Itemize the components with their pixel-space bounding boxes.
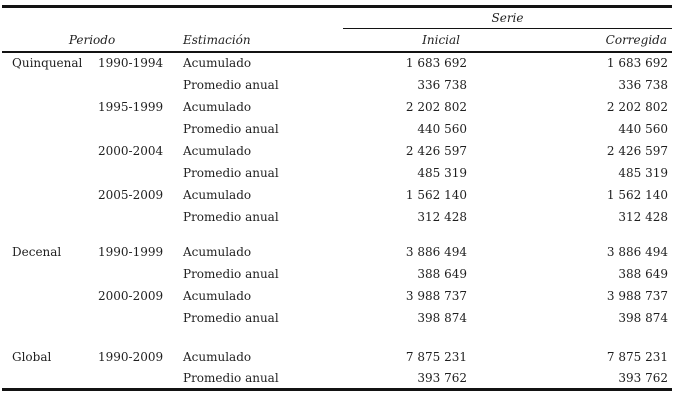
cell-period [98, 368, 182, 390]
cell-estimation: Acumulado [183, 56, 252, 70]
table-row: Promedio anual 388 649 388 649 [2, 263, 672, 285]
cell-group [2, 285, 98, 307]
cell-corregida: 388 649 [618, 266, 668, 281]
cell-estimation: Acumulado [183, 99, 252, 114]
spacer-row [2, 329, 672, 346]
cell-inicial: 312 428 [417, 209, 467, 224]
serie-header-row: Serie [2, 6, 672, 29]
cell-corregida: 440 560 [618, 121, 668, 136]
table-row: Promedio anual 336 738 336 738 [2, 74, 672, 96]
header-serie: Serie [343, 6, 672, 29]
table-row: Promedio anual 440 560 440 560 [2, 118, 672, 140]
cell-inicial: 440 560 [417, 121, 467, 136]
cell-corregida: 1 683 692 [606, 56, 668, 70]
data-table: Serie Periodo Estimación Inicial Corregi… [2, 5, 672, 391]
header-spacer [2, 7, 343, 29]
cell-group: Quinquenal [12, 56, 83, 70]
cell-inicial: 1 683 692 [405, 56, 467, 70]
cell-corregida: 336 738 [618, 77, 668, 92]
cell-period: 2000-2004 [98, 143, 164, 158]
cell-group [2, 162, 98, 184]
cell-group [2, 263, 98, 285]
cell-period: 2005-2009 [98, 187, 164, 202]
cell-period [98, 118, 182, 140]
cell-corregida: 398 874 [618, 310, 668, 325]
cell-group [2, 307, 98, 329]
cell-estimation: Acumulado [183, 288, 252, 303]
spacer-cell [2, 228, 672, 241]
cell-inicial: 485 319 [417, 165, 467, 180]
cell-inicial: 3 886 494 [405, 244, 467, 259]
table-body: Quinquenal 1990-1994 Acumulado 1 683 692 1 6… [2, 52, 672, 390]
column-header-row: Periodo Estimación Inicial Corregida [2, 28, 672, 53]
cell-estimation: Promedio anual [183, 266, 279, 281]
cell-group [2, 96, 98, 118]
table-row: Promedio anual 312 428 312 428 [2, 206, 672, 228]
cell-period: 1990-1999 [98, 244, 164, 259]
cell-corregida: 3 988 737 [606, 288, 668, 303]
cell-corregida: 393 762 [618, 370, 668, 385]
table-row: 1995-1999 Acumulado 2 202 802 2 202 802 [2, 96, 672, 118]
cell-inicial: 388 649 [417, 266, 467, 281]
header-periodo: Periodo [2, 28, 182, 53]
cell-estimation: Promedio anual [183, 77, 279, 92]
cell-inicial: 7 875 231 [405, 349, 467, 364]
cell-estimation: Acumulado [183, 187, 252, 202]
cell-inicial: 1 562 140 [405, 187, 467, 202]
cell-group: Global [12, 349, 52, 364]
cell-inicial: 398 874 [417, 310, 467, 325]
cell-period: 1990-1994 [98, 56, 164, 70]
cell-period [98, 206, 182, 228]
cell-estimation: Promedio anual [183, 370, 279, 385]
cell-inicial: 2 202 802 [405, 99, 467, 114]
table-row: 2000-2009 Acumulado 3 988 737 3 988 737 [2, 285, 672, 307]
table-row: Quinquenal 1990-1994 Acumulado 1 683 692 1 6… [2, 52, 672, 74]
cell-estimation: Acumulado [183, 244, 252, 259]
cell-estimation: Promedio anual [183, 209, 279, 224]
table-row: Promedio anual 398 874 398 874 [2, 307, 672, 329]
cell-group [2, 74, 98, 96]
cell-group [2, 140, 98, 162]
table-header: Serie Periodo Estimación Inicial Corregi… [2, 6, 672, 53]
cell-period [98, 307, 182, 329]
table-row: 2000-2004 Acumulado 2 426 597 2 426 597 [2, 140, 672, 162]
table-row: Promedio anual 393 762 393 762 [2, 368, 672, 390]
cell-corregida: 7 875 231 [606, 349, 668, 364]
cell-estimation: Promedio anual [183, 165, 279, 180]
cell-corregida: 312 428 [618, 209, 668, 224]
cell-group [2, 184, 98, 206]
spacer-cell [2, 329, 672, 346]
cell-corregida: 3 886 494 [606, 244, 668, 259]
table-row: Decenal 1990-1999 Acumulado 3 886 494 3 886 … [2, 241, 672, 263]
cell-corregida: 2 202 802 [606, 99, 668, 114]
header-corregida: Corregida [490, 28, 672, 53]
cell-group [2, 118, 98, 140]
cell-period [98, 263, 182, 285]
cell-period: 2000-2009 [98, 288, 164, 303]
spacer-row [2, 228, 672, 241]
cell-inicial: 2 426 597 [405, 143, 467, 158]
cell-corregida: 1 562 140 [606, 187, 668, 202]
cell-estimation: Acumulado [183, 349, 252, 364]
table-row: Global 1990-2009 Acumulado 7 875 231 7 875 2… [2, 346, 672, 368]
cell-inicial: 336 738 [417, 77, 467, 92]
cell-corregida: 485 319 [618, 165, 668, 180]
cell-period: 1995-1999 [98, 99, 164, 114]
table-row: 2005-2009 Acumulado 1 562 140 1 562 140 [2, 184, 672, 206]
cell-group: Decenal [12, 244, 62, 259]
cell-inicial: 3 988 737 [405, 288, 467, 303]
cell-estimation: Promedio anual [183, 121, 279, 136]
header-estimacion: Estimación [182, 28, 343, 53]
cell-group [2, 368, 98, 390]
cell-period [98, 74, 182, 96]
cell-estimation: Acumulado [183, 143, 252, 158]
cell-group [2, 206, 98, 228]
cell-period [98, 162, 182, 184]
cell-estimation: Promedio anual [183, 310, 279, 325]
cell-corregida: 2 426 597 [606, 143, 668, 158]
cell-inicial: 393 762 [417, 370, 467, 385]
header-inicial: Inicial [343, 28, 490, 53]
cell-period: 1990-2009 [98, 349, 164, 364]
table-row: Promedio anual 485 319 485 319 [2, 162, 672, 184]
